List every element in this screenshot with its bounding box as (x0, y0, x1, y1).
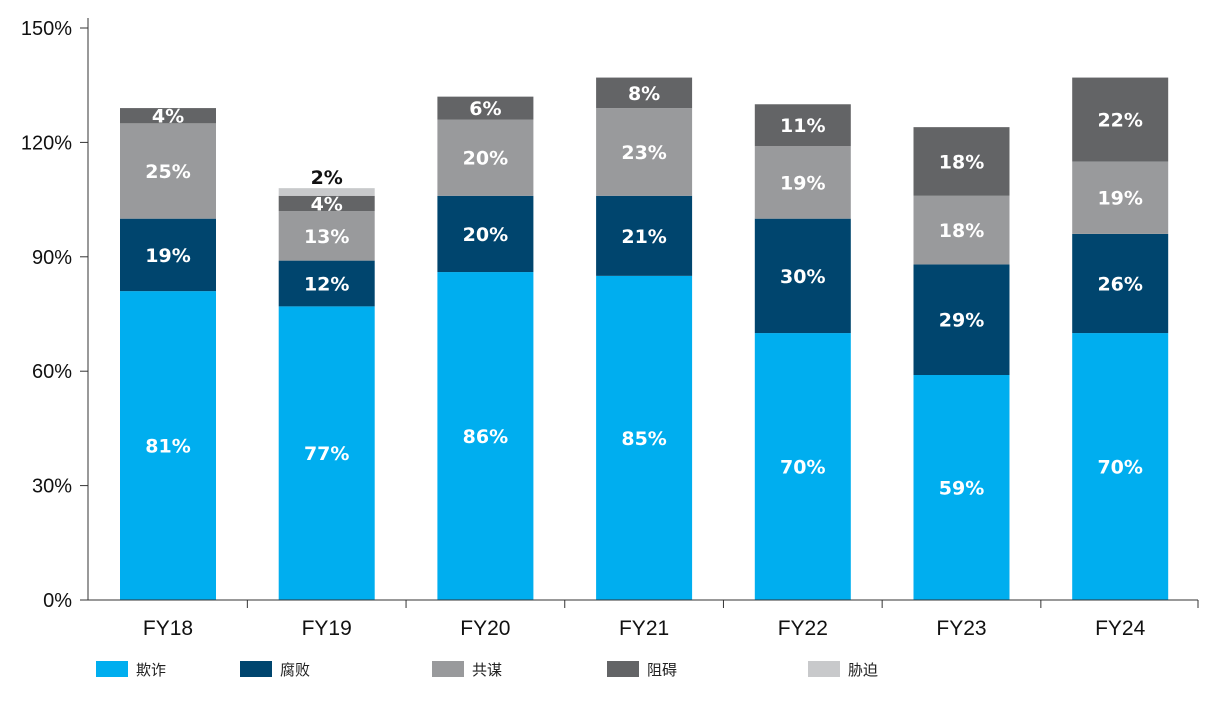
bar-segment (1072, 333, 1169, 600)
y-tick-label: 60% (32, 361, 72, 383)
bar-segment (278, 306, 375, 600)
x-category-label: FY20 (460, 617, 510, 640)
bar-value-label: 13% (304, 226, 349, 248)
y-tick-label: 90% (32, 247, 72, 269)
bar-value-label: 59% (939, 478, 984, 500)
bar-value-label: 20% (463, 224, 508, 246)
y-tick-label: 30% (32, 476, 72, 498)
bar-segment (120, 291, 216, 600)
x-axis: FY18 FY19 FY20 FY21 FY22 FY23 FY24 (88, 599, 1199, 640)
bar-value-label: 18% (939, 151, 984, 173)
x-category-label: FY21 (619, 617, 669, 640)
y-axis: 0% 30% 60% 90% 120% 150% (21, 18, 89, 612)
legend-swatch (808, 661, 840, 677)
bar-value-label: 11% (780, 115, 825, 137)
bar-segment (754, 146, 851, 219)
y-tick-label: 150% (21, 18, 72, 40)
bar-segment (437, 96, 534, 120)
bar-segment (596, 77, 693, 109)
bar-segment (278, 188, 375, 196)
x-category-label: FY22 (778, 617, 828, 640)
x-category-label: FY23 (936, 617, 986, 640)
bar-segment (913, 195, 1010, 265)
bar-value-label: 6% (469, 98, 501, 120)
bar-value-label: 70% (1097, 457, 1142, 479)
x-category-label: FY18 (143, 617, 193, 640)
bar-segment (1072, 161, 1169, 234)
bar-value-label: 21% (621, 226, 666, 248)
bar-value-label: 19% (145, 245, 190, 267)
bar-value-label: 26% (1097, 273, 1142, 295)
bar-segment (278, 211, 375, 261)
bar-value-label: 81% (145, 436, 190, 458)
legend-label: 阻碍 (647, 661, 677, 679)
x-category-label: FY19 (302, 617, 352, 640)
bar-segment (120, 108, 216, 124)
bar-value-label: 18% (939, 220, 984, 242)
bar-segment (913, 127, 1010, 196)
bar-segment (754, 218, 851, 334)
y-tick-label: 0% (43, 590, 72, 612)
bar-segment (120, 123, 216, 219)
legend-swatch (96, 661, 128, 677)
bar-value-label: 19% (780, 172, 825, 194)
y-tick-label: 120% (21, 132, 72, 154)
bar-segment (120, 218, 216, 292)
bar-value-label: 22% (1097, 110, 1142, 132)
bar-value-label: 12% (304, 273, 349, 295)
legend-swatch (240, 661, 272, 677)
bar-value-label: 4% (152, 106, 184, 128)
legend: 欺诈 腐败 共谋 阻碍 胁迫 (96, 661, 878, 679)
bar-stacks: 81% 19% 25% 4% 77% 12% 13% 4% 2% 86% 20% 20% 6% 85% 21… (120, 77, 1169, 600)
bar-segment (1072, 233, 1169, 334)
bar-segment (754, 333, 851, 600)
bar-segment (437, 195, 534, 273)
bar-segment (754, 104, 851, 147)
bar-segment (596, 275, 693, 600)
bar-value-label: 8% (628, 83, 660, 105)
bar-segment (596, 195, 693, 276)
legend-label: 欺诈 (136, 661, 166, 679)
bar-value-label: 20% (463, 148, 508, 170)
bar-segment (596, 108, 693, 196)
bar-value-label: 86% (463, 426, 508, 448)
legend-label: 共谋 (472, 661, 502, 679)
bar-value-label: 2% (311, 167, 343, 189)
bar-value-label: 70% (780, 457, 825, 479)
legend-swatch (432, 661, 464, 677)
bar-segment (913, 375, 1010, 600)
bar-segment (1072, 77, 1169, 162)
bar-segment (278, 260, 375, 307)
bar-value-label: 85% (621, 428, 666, 450)
bar-segment (913, 264, 1010, 376)
bar-segment (278, 195, 375, 212)
bar-value-label: 29% (939, 310, 984, 332)
bar-value-label: 23% (621, 142, 666, 164)
bar-segment (437, 272, 534, 600)
legend-swatch (607, 661, 639, 677)
legend-label: 胁迫 (848, 661, 878, 679)
bar-value-label: 30% (780, 266, 825, 288)
bar-value-label: 25% (145, 161, 190, 183)
legend-label: 腐败 (280, 661, 310, 679)
bar-value-label: 19% (1097, 188, 1142, 210)
bar-value-label: 4% (311, 193, 343, 215)
bar-segment (437, 119, 534, 196)
x-category-label: FY24 (1095, 617, 1146, 640)
bar-value-label: 77% (304, 443, 349, 465)
